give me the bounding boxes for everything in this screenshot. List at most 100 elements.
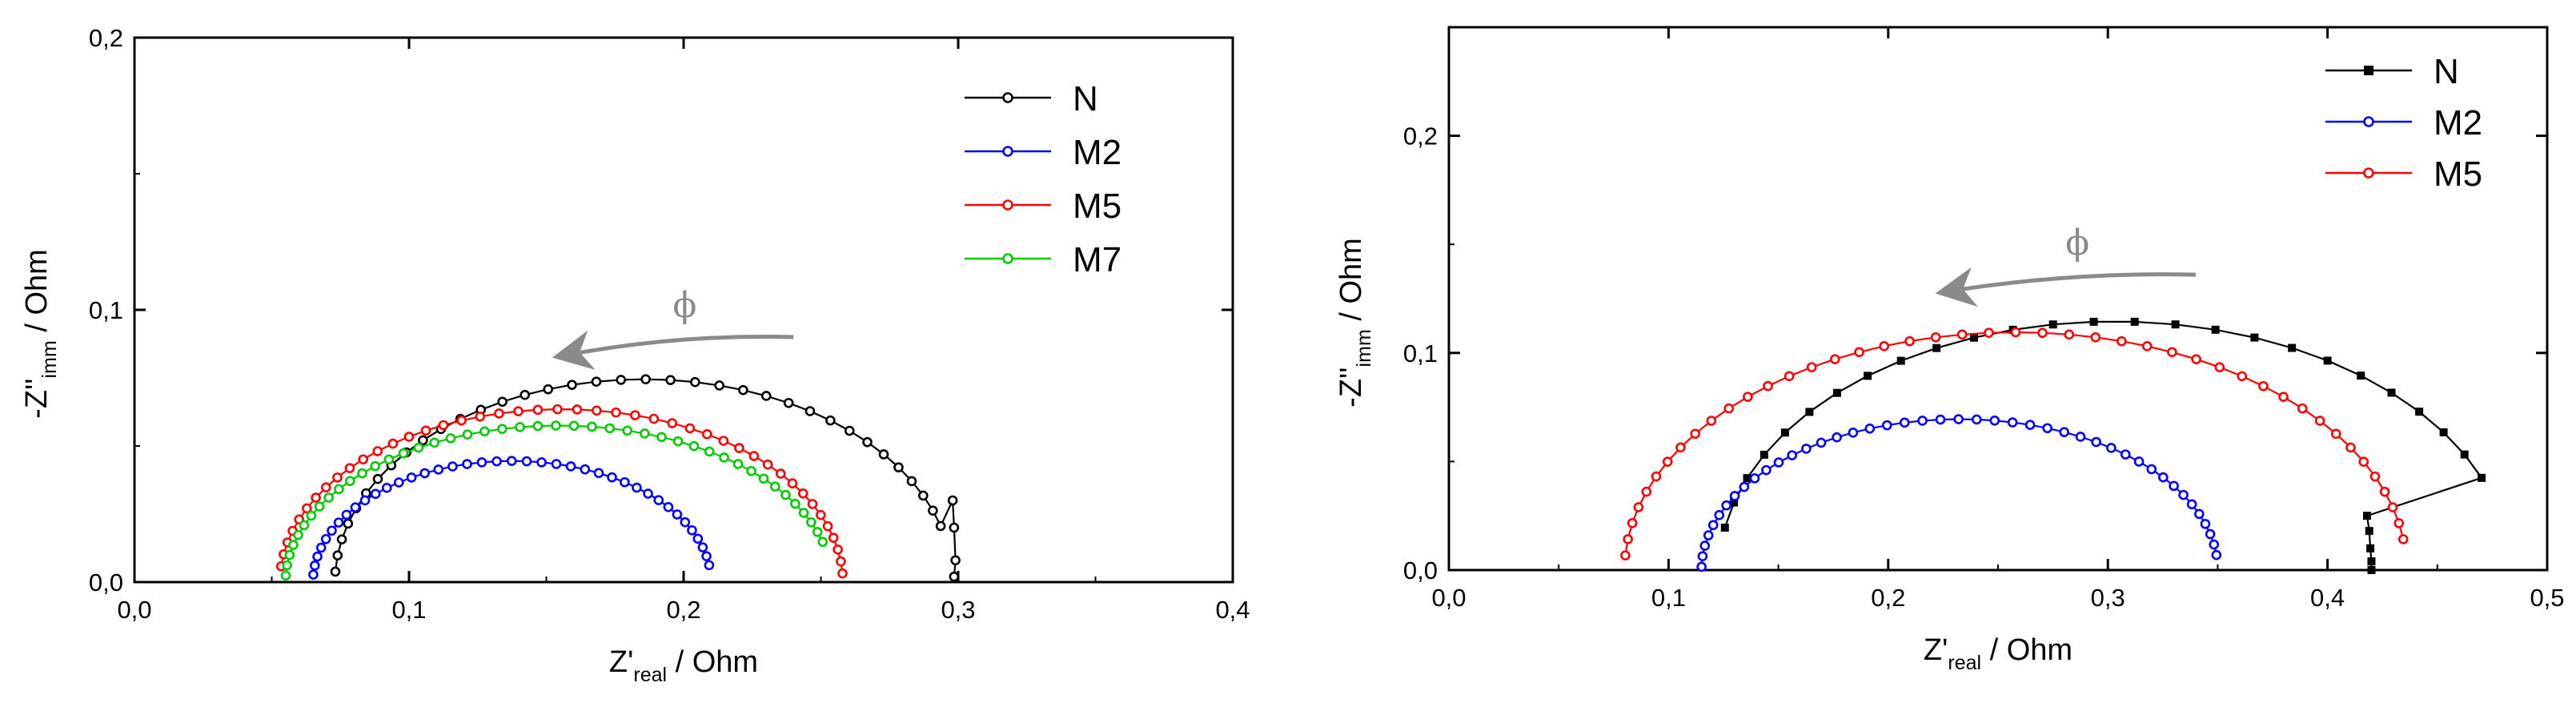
data-point [2258, 380, 2269, 392]
series-line-m5 [1624, 331, 2405, 556]
data-point [2357, 372, 2365, 380]
data-point [359, 495, 371, 506]
data-point [1714, 510, 1725, 520]
data-point [783, 397, 794, 408]
data-point [2090, 332, 2101, 343]
x-axis-label: Z'real / Ohm [609, 645, 758, 686]
data-point [476, 457, 488, 468]
data-point [551, 420, 561, 431]
data-point [593, 468, 604, 479]
data-point [1953, 414, 1964, 424]
x-axis-label-main: Z' [1924, 633, 1948, 667]
data-point [1930, 331, 1941, 343]
data-point [280, 570, 291, 581]
data-point [2365, 527, 2373, 536]
data-point [1806, 362, 1817, 372]
data-point [1848, 428, 1859, 438]
data-point [462, 429, 473, 440]
data-point [341, 509, 352, 520]
data-point [2169, 480, 2179, 492]
data-point [2191, 354, 2201, 364]
data-point [2369, 471, 2381, 482]
data-point [604, 423, 616, 434]
data-point [1623, 534, 1633, 544]
data-point [917, 490, 929, 501]
data-point [2171, 320, 2180, 329]
data-point [372, 446, 383, 456]
data-point [345, 476, 355, 487]
y-axis-label-unit: / Ohm [1334, 238, 1368, 329]
data-point [704, 446, 715, 457]
legend-marker [2363, 116, 2374, 127]
data-point [327, 525, 337, 536]
data-point [299, 520, 310, 531]
data-point [611, 407, 621, 418]
data-point [2167, 347, 2177, 358]
x-tick-label: 0,0 [1431, 584, 1466, 612]
data-point [2193, 508, 2205, 520]
frequency-arrow [1935, 267, 2197, 307]
data-point [419, 468, 430, 479]
data-point [1729, 491, 1740, 501]
x-tick-label: 0,3 [2091, 584, 2125, 612]
data-point [2393, 518, 2405, 528]
data-point [770, 481, 780, 492]
data-point [311, 492, 321, 503]
data-point [536, 457, 547, 468]
data-point [314, 501, 325, 512]
data-point [648, 413, 660, 424]
data-point [2200, 519, 2211, 529]
series-m5 [275, 404, 848, 579]
data-point [479, 426, 490, 437]
y-axis-label-sub: imm [38, 340, 61, 378]
data-point [2323, 356, 2332, 365]
data-point [323, 492, 334, 503]
data-point [2362, 512, 2371, 520]
legend-marker [1002, 146, 1013, 157]
data-point [1935, 414, 1946, 425]
data-point [643, 488, 653, 499]
data-point [732, 459, 744, 469]
data-point [532, 420, 544, 432]
chart-panel-right: 0,0 0,1 0,2 0,3 0,4 0,50,00,10,2Z'real / Ohm-… [1334, 26, 2565, 674]
data-point [358, 454, 369, 465]
data-point [2288, 343, 2297, 352]
data-point [775, 468, 786, 479]
data-point [2205, 528, 2216, 540]
data-point [393, 477, 404, 488]
y-axis-label-main: -Z'' [20, 378, 54, 418]
data-point [2209, 539, 2220, 550]
data-point [1707, 520, 1719, 531]
data-point [543, 384, 554, 395]
y-tick-label: 0,2 [89, 24, 123, 52]
data-point [1904, 335, 1915, 347]
data-point [1956, 329, 1968, 340]
data-point [950, 555, 961, 566]
data-point [2048, 320, 2057, 329]
data-point [833, 544, 843, 555]
data-point [403, 432, 415, 442]
x-tick-label: 0,4 [2310, 584, 2345, 612]
data-point [333, 517, 344, 528]
data-point [878, 449, 889, 460]
data-point [692, 533, 704, 544]
x-axis-label-main: Z' [609, 645, 633, 679]
data-point [836, 556, 846, 567]
chart-panel-left: 0,0 0,1 0,2 0,3 0,40,00,10,2Z'real / Ohm-Z''… [20, 24, 1250, 686]
data-point [928, 505, 938, 516]
data-point [344, 463, 355, 474]
data-point [947, 495, 958, 506]
data-point [663, 502, 674, 512]
data-point [591, 376, 602, 388]
data-point [2397, 534, 2409, 544]
data-point [2278, 392, 2289, 402]
data-point [580, 464, 591, 475]
data-point [1816, 437, 1827, 448]
data-point [306, 510, 317, 521]
data-point [656, 432, 667, 443]
y-tick-label: 0,0 [1403, 556, 1438, 584]
data-point [760, 391, 772, 401]
data-point [288, 540, 299, 550]
data-point [320, 533, 331, 544]
